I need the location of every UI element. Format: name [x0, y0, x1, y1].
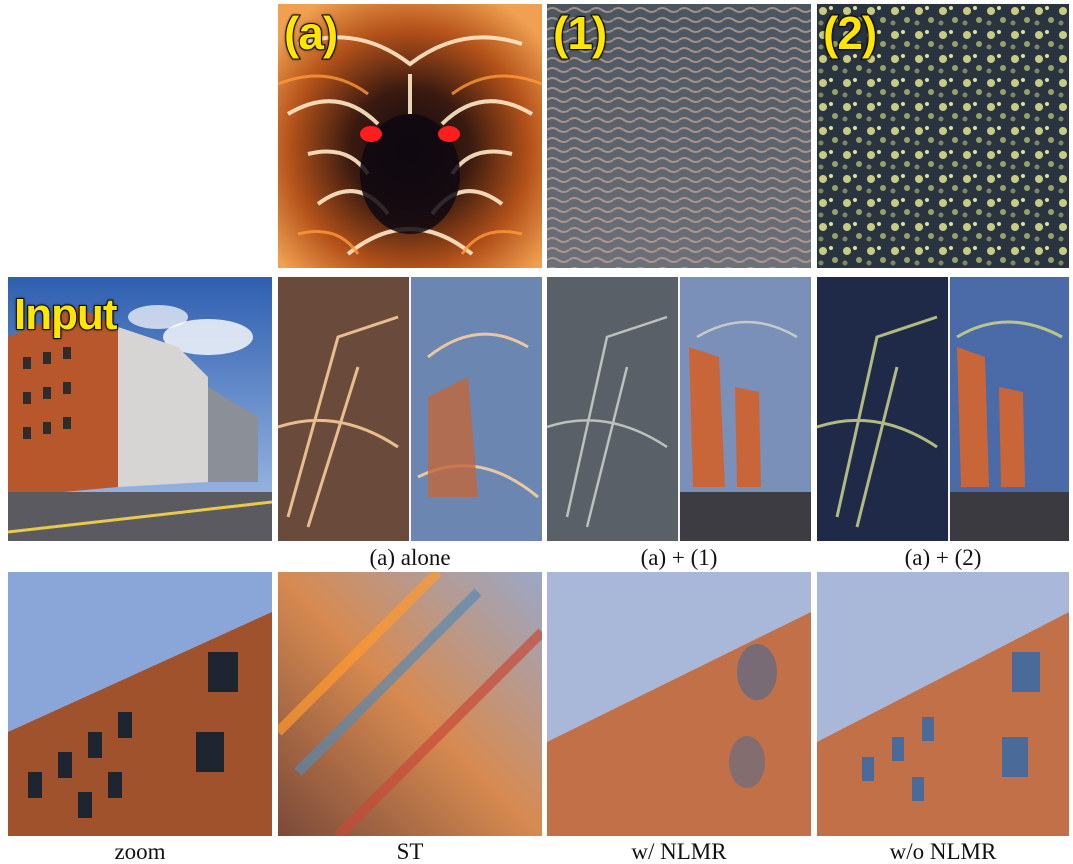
texture-1-label: (1): [552, 7, 608, 59]
without-nlmr-result: [817, 572, 1069, 836]
caption-without-nlmr: w/o NLMR: [889, 839, 997, 864]
caption-with-nlmr: w/ NLMR: [631, 839, 727, 864]
with-nlmr-result: [547, 572, 811, 836]
style-a-label: (a): [283, 7, 339, 59]
building-photo: [8, 277, 272, 541]
split-divider: [409, 277, 411, 541]
texture-2-label: (2): [822, 7, 878, 59]
result-a-plus-2: [817, 277, 1069, 541]
stylized-building-a-plus-1: [547, 277, 811, 541]
stylized-building-a-alone: [278, 277, 542, 541]
split-divider: [678, 277, 680, 541]
caption-a-plus-2: (a) + (2): [904, 545, 982, 570]
water-texture-picture: [547, 4, 811, 268]
zoom-image: [8, 572, 272, 836]
without-nlmr-zoom-picture: [817, 572, 1069, 836]
caption-st: ST: [396, 839, 424, 864]
caption-a-plus-1: (a) + (1): [640, 545, 718, 570]
texture-image-2: (2): [817, 4, 1069, 268]
style-image-a: (a): [278, 4, 542, 268]
tiger-style-picture: [278, 4, 542, 268]
result-a-plus-1: [547, 277, 811, 541]
input-label: Input: [13, 290, 119, 339]
caption-a-alone: (a) alone: [369, 545, 451, 570]
stylized-building-a-plus-2: [817, 277, 1069, 541]
split-divider: [948, 277, 950, 541]
caption-zoom: zoom: [114, 839, 166, 864]
result-a-alone: [278, 277, 542, 541]
st-result: [278, 572, 542, 836]
input-image: Input: [8, 277, 272, 541]
texture-image-1: (1): [547, 4, 811, 268]
lichen-texture-picture: [817, 4, 1069, 268]
zoomed-building-picture: [8, 572, 272, 836]
st-zoom-picture: [278, 572, 542, 836]
with-nlmr-zoom-picture: [547, 572, 811, 836]
